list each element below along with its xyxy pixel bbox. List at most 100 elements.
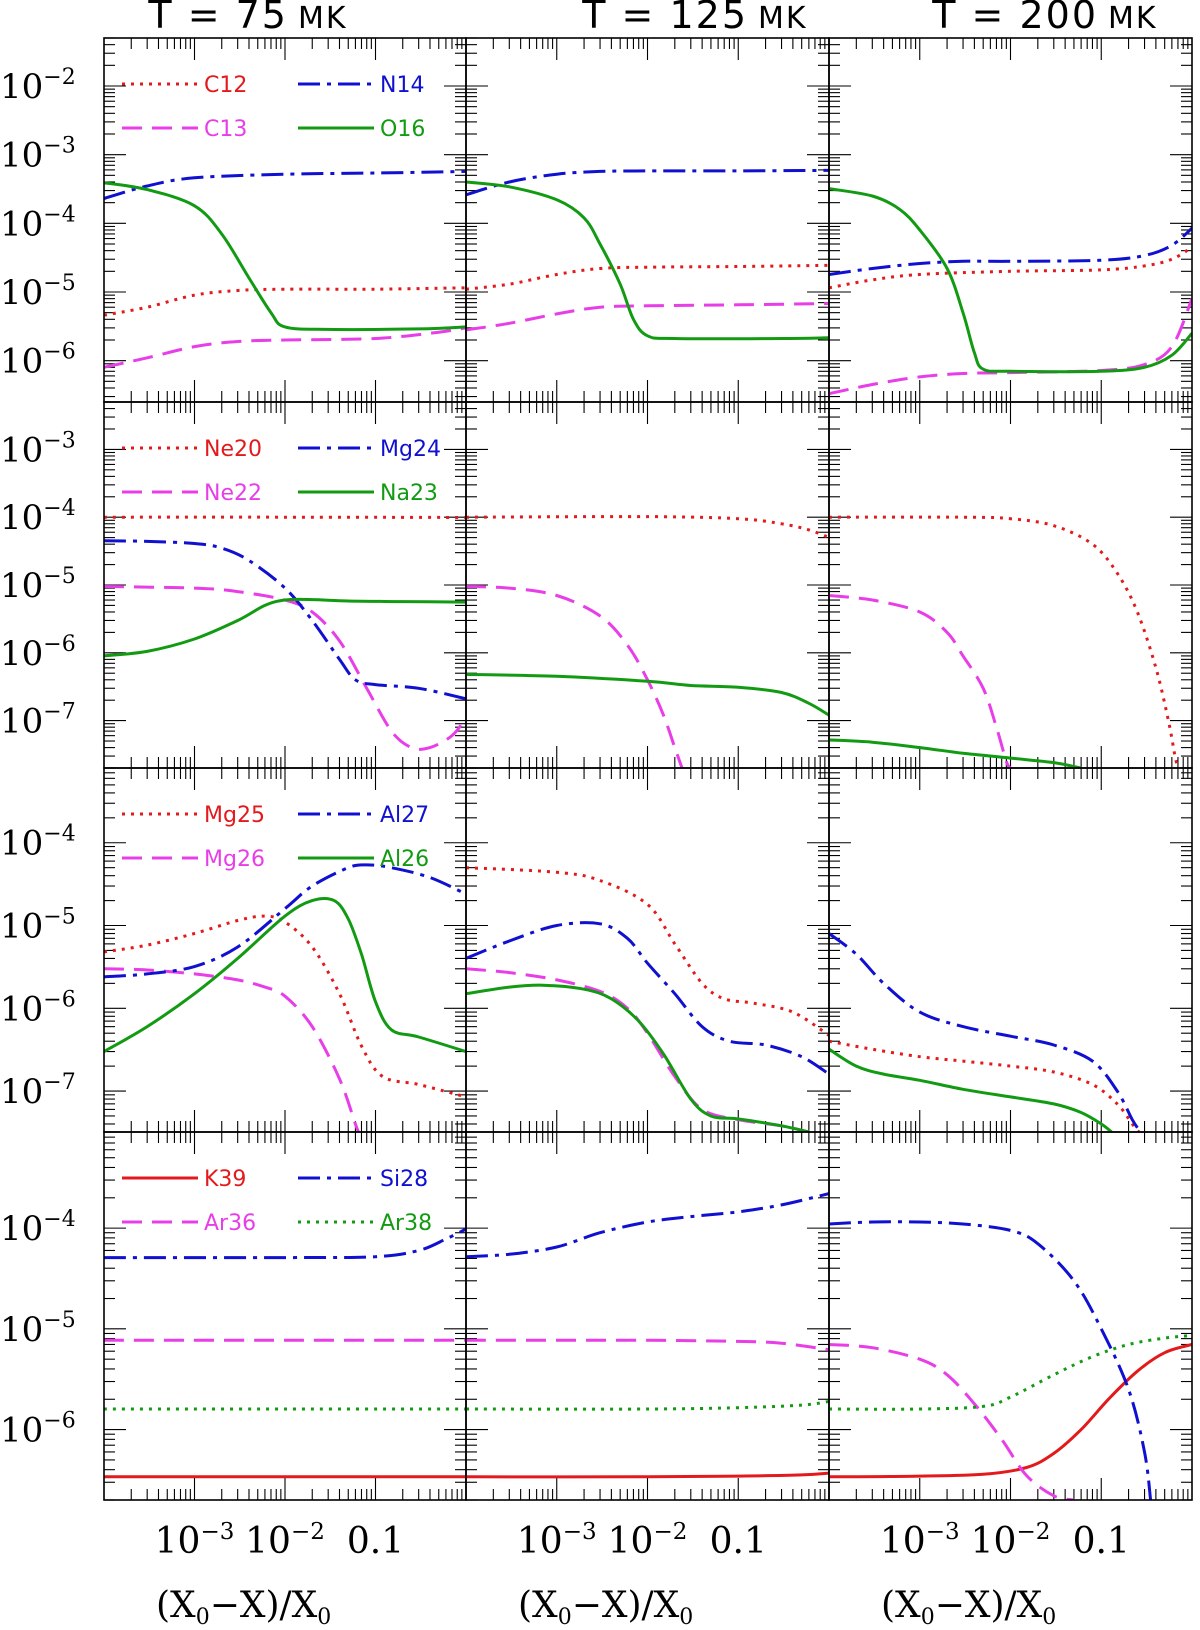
y-tick-label: 10−5 [0, 564, 76, 606]
x-axis-label: (X0−X)/X0 [518, 1585, 693, 1630]
series-line-o16 [104, 181, 466, 332]
legend-label-ar36: Ar36 [204, 1211, 256, 1236]
series-line-ne22 [466, 585, 684, 768]
series-line-c12 [104, 286, 466, 317]
series-line-mg26 [104, 967, 360, 1132]
y-tick-label: 10−5 [0, 905, 76, 947]
series-line-n14 [104, 169, 466, 200]
series-line-c13 [104, 326, 466, 369]
x-axis-col-2: 10−3 10−2 0.1 (X0−X)/X0 [517, 1519, 767, 1630]
axis-ticks [828, 37, 1192, 402]
axis-ticks [465, 767, 829, 1132]
series-group [829, 932, 1142, 1132]
series-group [104, 1227, 466, 1479]
y-tick-label: 10−5 [0, 271, 76, 313]
series-group [829, 187, 1192, 396]
series-line-k39 [466, 1471, 829, 1479]
y-tick-label: 10−3 [0, 428, 76, 470]
series-group [104, 169, 466, 369]
legend: Ne20 Mg24 Ne22 Na23 [122, 437, 441, 506]
y-tick-label: 10−6 [0, 1409, 76, 1451]
series-group [466, 515, 829, 768]
legend: C12 N14 C13 O16 [122, 73, 425, 142]
y-tick-labels-row-2: 10−3 10−4 10−5 10−6 10−7 [0, 428, 76, 741]
panel-r2-c3 [828, 401, 1193, 769]
legend: K39 Si28 Ar36 Ar38 [122, 1167, 432, 1236]
x-tick-label: 10−2 [971, 1519, 1051, 1562]
series-line-na23 [466, 672, 829, 717]
column-titles: T = 75 MK T = 125 MK T = 200 MK [147, 0, 1158, 37]
series-line-k39 [829, 1343, 1192, 1479]
x-tick-label: 10−2 [245, 1519, 325, 1562]
y-tick-label: 10−6 [0, 340, 76, 382]
series-line-mg24 [104, 539, 466, 701]
series-line-na23 [829, 738, 1082, 768]
series-line-al26 [104, 896, 466, 1054]
panel-frame [828, 767, 1193, 1133]
legend-label-mg25: Mg25 [204, 803, 265, 828]
panel-r4-c3 [828, 1131, 1193, 1501]
series-group [104, 515, 466, 751]
panel-r4-c1: K39 Si28 Ar36 Ar38 [103, 1131, 467, 1501]
y-tick-label: 10−7 [0, 1070, 76, 1112]
panel-frame [828, 37, 1193, 403]
series-line-al26 [466, 983, 810, 1132]
series-line-si28 [104, 1227, 466, 1260]
column-title-75mk: T = 75 [147, 0, 288, 37]
panel-frame [828, 401, 1193, 769]
legend-label-al26: Al26 [380, 847, 429, 872]
legend-label-ne22: Ne22 [204, 481, 262, 506]
series-line-al27 [466, 921, 829, 1076]
x-axis-label: (X0−X)/X0 [881, 1585, 1056, 1630]
y-tick-label: 10−3 [0, 134, 76, 176]
y-tick-label: 10−2 [0, 65, 76, 107]
series-line-ne22 [829, 594, 1012, 768]
series-line-mg25 [104, 914, 466, 1099]
series-line-o16 [829, 187, 1192, 374]
series-line-si28 [466, 1192, 829, 1259]
series-group [466, 168, 829, 341]
legend-label-c13: C13 [204, 117, 247, 142]
panel-r3-c3 [828, 767, 1193, 1133]
legend-label-ar38: Ar38 [380, 1211, 432, 1236]
axis-ticks [465, 37, 829, 402]
axis-ticks [828, 767, 1192, 1132]
series-group [104, 863, 466, 1132]
y-tick-label: 10−7 [0, 700, 76, 742]
panel-r3-c1: Mg25 Al27 Mg26 Al26 [103, 767, 467, 1133]
panel-r2-c1: Ne20 Mg24 Ne22 Na23 [103, 401, 467, 769]
axis-ticks [828, 401, 1192, 769]
series-line-ar36 [829, 1343, 1075, 1500]
series-line-mg26 [466, 967, 810, 1132]
series-line-ne20 [829, 515, 1180, 768]
x-tick-label: 0.1 [710, 1521, 767, 1562]
column-title-125mk: T = 125 [581, 0, 748, 37]
panel-r1-c3 [828, 37, 1193, 403]
x-axis-col-3: 10−3 10−2 0.1 (X0−X)/X0 [880, 1519, 1130, 1630]
series-group [466, 866, 829, 1132]
series-line-al27 [829, 932, 1142, 1132]
y-tick-label: 10−4 [0, 1207, 76, 1249]
series-line-ar36 [466, 1338, 829, 1352]
legend-label-si28: Si28 [380, 1167, 428, 1192]
series-line-c13 [466, 302, 829, 332]
x-axis-col-1: 10−3 10−2 0.1 (X0−X)/X0 [155, 1519, 404, 1630]
series-line-si28 [829, 1220, 1153, 1500]
y-tick-label: 10−4 [0, 496, 76, 538]
column-title-75mk-unit: MK [298, 1, 348, 36]
legend: Mg25 Al27 Mg26 Al26 [122, 803, 429, 872]
y-tick-label: 10−6 [0, 987, 76, 1029]
y-tick-label: 10−4 [0, 202, 76, 244]
x-tick-label: 10−3 [155, 1519, 235, 1562]
y-tick-labels-row-3: 10−4 10−5 10−6 10−7 [0, 822, 76, 1112]
series-line-ne22 [104, 585, 466, 751]
series-group [829, 1220, 1192, 1500]
column-title-200mk-unit: MK [1108, 1, 1158, 36]
series-group [829, 515, 1180, 768]
column-title-200mk: T = 200 [931, 0, 1098, 37]
y-tick-labels-row-1: 10−2 10−3 10−4 10−5 10−6 [0, 65, 76, 382]
series-line-n14 [466, 168, 829, 197]
x-tick-label: 10−3 [880, 1519, 960, 1562]
